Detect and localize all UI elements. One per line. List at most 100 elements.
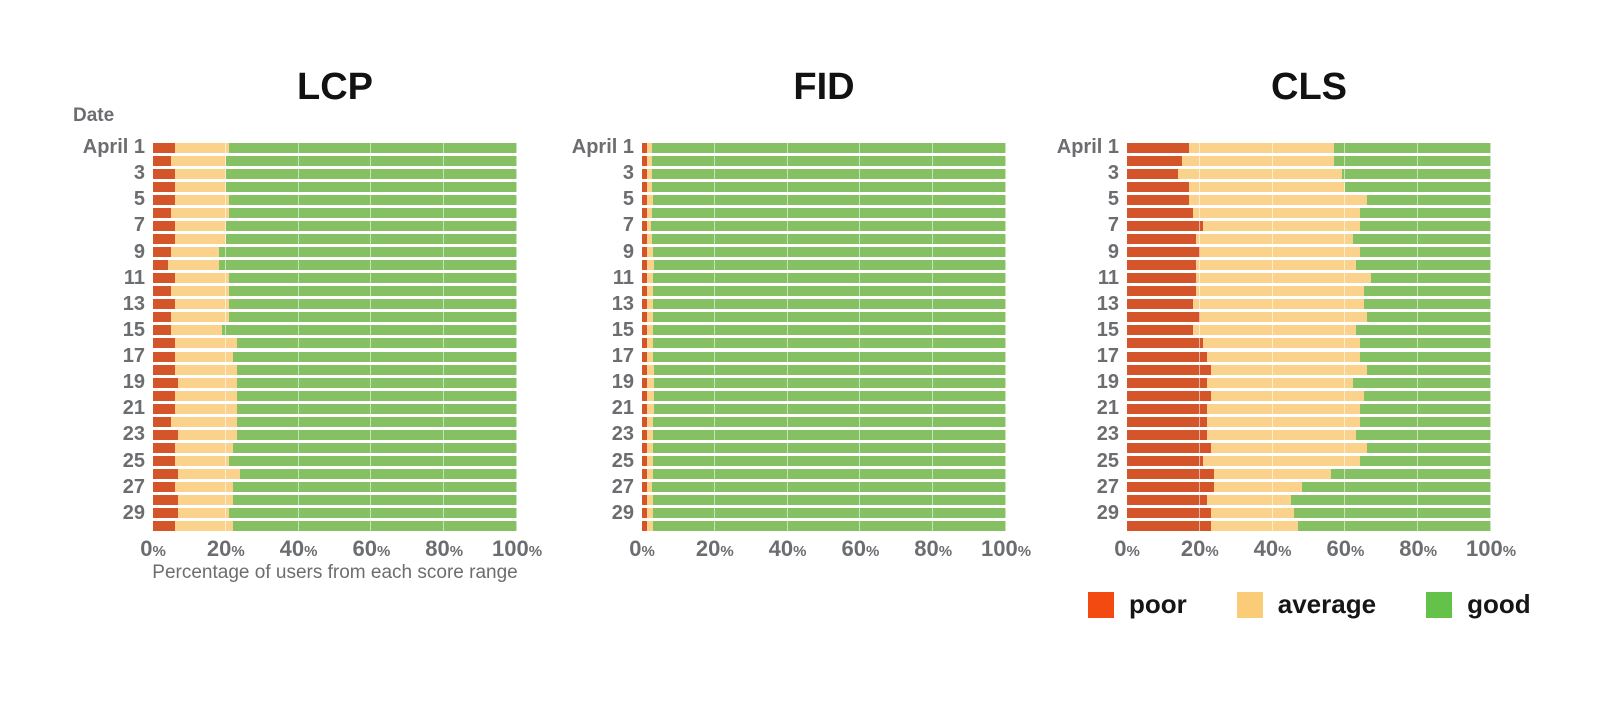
chart-title-cls: CLS — [1271, 66, 1347, 108]
bar-segment-average — [174, 168, 226, 179]
chart-row: 17 — [1017, 345, 1491, 368]
x-tick-label: 80% — [425, 536, 464, 561]
y-tick-label: 13 — [611, 292, 634, 315]
bar-segment-average — [171, 207, 230, 218]
bar-track — [153, 364, 517, 375]
y-tick-label: 9 — [133, 240, 145, 263]
chart-row: 21 — [532, 398, 1006, 418]
bar-segment-good — [225, 155, 517, 166]
bar-segment-good — [1359, 351, 1491, 362]
chart-row — [1017, 285, 1491, 298]
bar-segment-good — [652, 351, 1006, 362]
legend: poor average good — [1088, 589, 1531, 620]
chart-row: April 1 — [43, 137, 517, 157]
chart-row: 19 — [43, 372, 517, 392]
bar-segment-good — [652, 416, 1006, 427]
bar-track — [153, 155, 517, 166]
bar-rows: April 1 3 5 7 9 11 13 15 17 19 21 23 25 27 29 — [43, 137, 517, 533]
bar-segment-good — [236, 364, 517, 375]
chart-lcp: LCP Date April 1 3 5 7 9 11 13 15 17 19 21 23 25 27 29… — [43, 0, 542, 708]
chart-row: 13 — [1017, 294, 1491, 314]
chart-row — [43, 232, 517, 245]
bar-track — [1127, 247, 1491, 258]
bar-track — [153, 207, 517, 218]
chart-row — [43, 363, 517, 376]
chart-fid: FID April 1 3 5 7 9 11 13 15 17 19 21 23 25 27 29 0% 20… — [532, 0, 1031, 708]
bar-segment-average — [647, 377, 654, 388]
bar-segment-poor — [153, 351, 175, 362]
bar-segment-average — [1210, 442, 1368, 453]
bar-segment-good — [229, 273, 517, 284]
bar-segment-poor — [1127, 390, 1211, 401]
bar-segment-poor — [153, 325, 172, 336]
chart-row: 29 — [43, 503, 517, 523]
bar-segment-poor — [1127, 521, 1211, 532]
chart-row: 19 — [532, 372, 1006, 392]
bar-segment-poor — [642, 469, 648, 480]
chart-row — [1017, 259, 1491, 272]
bar-segment-average — [1188, 142, 1335, 153]
bar-segment-poor — [153, 482, 175, 493]
y-tick-label: 7 — [133, 214, 145, 237]
y-tick-label: April 1 — [571, 136, 634, 159]
bar-segment-poor — [153, 429, 179, 440]
bar-segment-average — [1207, 416, 1360, 427]
bar-segment-average — [174, 390, 237, 401]
y-tick-label: 17 — [1096, 345, 1119, 368]
y-tick-label: 3 — [133, 162, 145, 185]
y-tick-label: 15 — [1096, 318, 1119, 341]
bar-segment-average — [1207, 377, 1353, 388]
bar-segment-good — [225, 168, 517, 179]
bar-segment-poor — [153, 142, 175, 153]
chart-row — [1017, 206, 1491, 219]
bar-segment-poor — [153, 260, 168, 271]
legend-label: average — [1277, 589, 1377, 619]
y-tick-label: 3 — [1107, 162, 1119, 185]
bar-segment-good — [233, 442, 517, 453]
bar-segment-average — [1207, 495, 1291, 506]
bar-track — [153, 142, 517, 153]
bar-track — [1127, 312, 1491, 323]
bar-segment-poor — [642, 260, 648, 271]
chart-row: 29 — [532, 503, 1006, 523]
y-tick-label: 23 — [1096, 423, 1119, 446]
chart-row: 11 — [43, 268, 517, 288]
bar-segment-good — [652, 247, 1006, 258]
bar-segment-poor — [1127, 181, 1189, 192]
bar-segment-poor — [642, 142, 648, 153]
chart-row: 25 — [43, 451, 517, 471]
bar-track — [1127, 377, 1491, 388]
legend-item-poor: poor — [1088, 589, 1187, 620]
chart-row: 19 — [1017, 372, 1491, 392]
bar-segment-good — [1345, 181, 1491, 192]
bar-track — [153, 482, 517, 493]
chart-title-lcp: LCP — [297, 66, 373, 108]
bar-segment-poor — [153, 521, 175, 532]
chart-row — [43, 520, 517, 533]
bar-segment-average — [171, 155, 226, 166]
y-tick-label: 5 — [1107, 188, 1119, 211]
y-tick-label: 25 — [1096, 449, 1119, 472]
bar-segment-average — [647, 181, 652, 192]
bar-segment-good — [229, 207, 517, 218]
bar-segment-average — [1181, 155, 1335, 166]
y-tick-label: 29 — [1096, 501, 1119, 524]
bar-segment-average — [174, 273, 230, 284]
bar-segment-good — [1359, 338, 1491, 349]
bar-segment-poor — [153, 338, 175, 349]
bar-segment-average — [1214, 469, 1331, 480]
bar-segment-average — [1210, 521, 1299, 532]
bar-segment-poor — [642, 442, 648, 453]
bar-segment-poor — [642, 220, 648, 231]
chart-row — [532, 206, 1006, 219]
bar-segment-poor — [153, 469, 179, 480]
bar-track — [1127, 207, 1491, 218]
bar-segment-average — [171, 312, 230, 323]
x-tick-label: 40% — [1253, 536, 1292, 561]
legend-label: poor — [1129, 589, 1187, 619]
bar-segment-average — [647, 312, 653, 323]
bar-track — [153, 469, 517, 480]
bar-segment-poor — [1127, 495, 1208, 506]
bar-segment-poor — [1127, 207, 1193, 218]
